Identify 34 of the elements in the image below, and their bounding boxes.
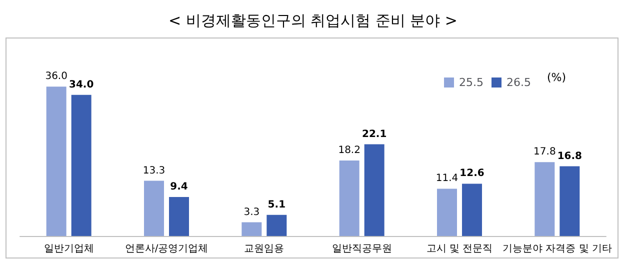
legend-label: 26.5 [506, 76, 532, 89]
data-label: 9.4 [170, 181, 188, 192]
data-label: 13.3 [142, 165, 166, 176]
bar [169, 196, 189, 236]
chart-title: < 비경제활동인구의 취업시험 준비 분야 > [168, 12, 458, 30]
bar [46, 86, 66, 236]
data-label: 3.3 [244, 206, 260, 218]
x-tick-label: 기능분야 자격증 및 기타 [502, 244, 612, 254]
data-label: 18.2 [338, 144, 360, 156]
bar [71, 94, 92, 236]
legend-label: 25.5 [459, 76, 484, 89]
x-tick-label: 일반직공무원 [332, 244, 392, 254]
bar [534, 162, 555, 236]
data-label: 17.8 [534, 146, 556, 158]
bar [339, 160, 360, 236]
data-label: 16.8 [557, 150, 582, 162]
data-label: 12.6 [460, 168, 484, 180]
x-tick-label: 일반기업체 [44, 244, 94, 254]
bar [437, 188, 457, 236]
x-tick-label: 교원임용 [244, 244, 284, 254]
bar [462, 184, 482, 236]
x-tick-label: 언론사/공영기업체 [124, 244, 208, 254]
x-tick-label: 고시 및 전문직 [426, 244, 493, 254]
bar [364, 144, 384, 236]
bar [266, 214, 287, 236]
data-label: 22.1 [362, 128, 387, 140]
data-label: 11.4 [436, 173, 458, 184]
bar [242, 222, 262, 236]
text: (%) [546, 71, 566, 84]
data-label: 5.1 [268, 199, 286, 210]
bar [560, 166, 580, 236]
bar [144, 180, 164, 236]
data-label: 34.0 [68, 79, 94, 90]
data-label: 36.0 [45, 71, 68, 82]
